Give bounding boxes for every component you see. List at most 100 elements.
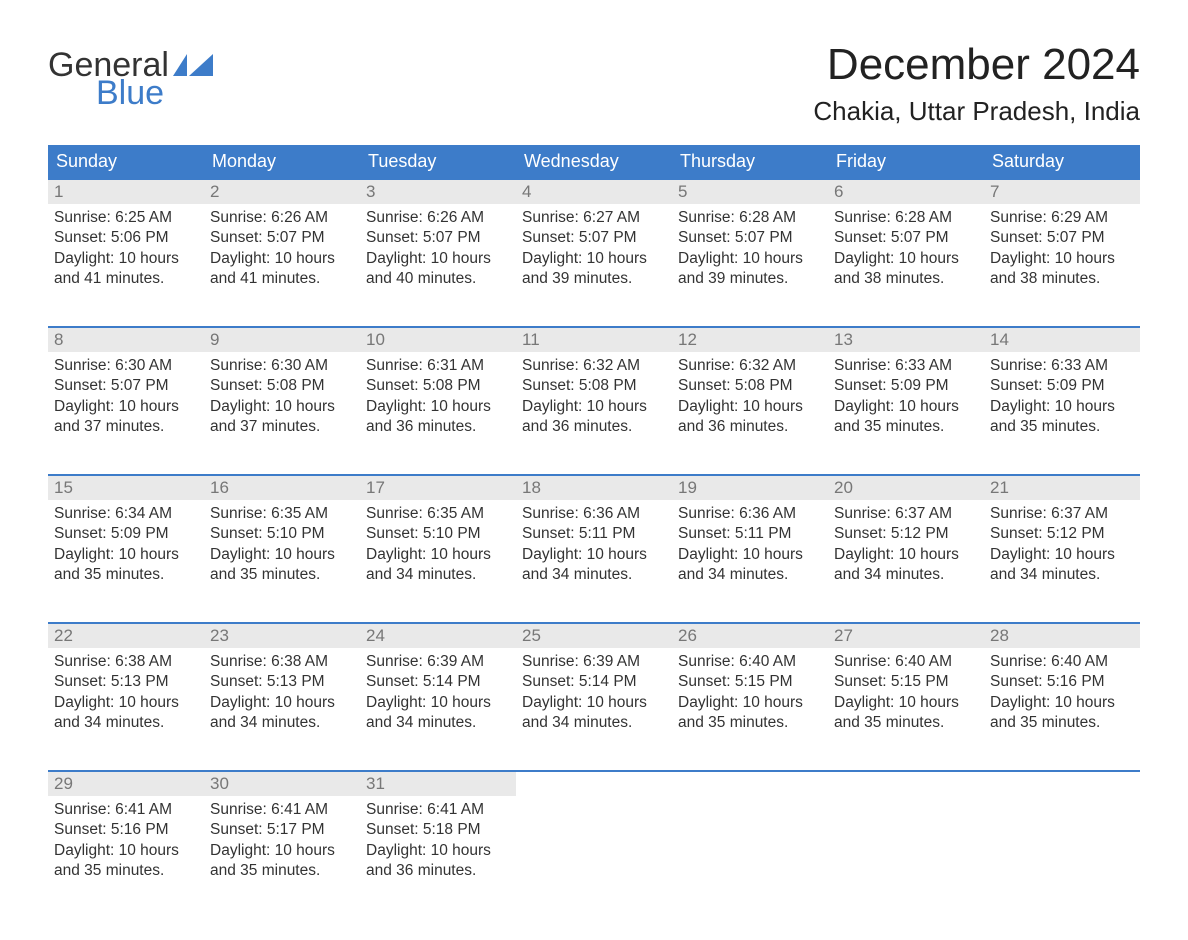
day-cell: 23Sunrise: 6:38 AMSunset: 5:13 PMDayligh… [204, 624, 360, 752]
day-body: Sunrise: 6:32 AMSunset: 5:08 PMDaylight:… [516, 352, 672, 446]
weekday-header: Tuesday [360, 145, 516, 178]
sunrise-text: Sunrise: 6:40 AM [834, 652, 978, 672]
sunrise-text: Sunrise: 6:35 AM [210, 504, 354, 524]
day-body: Sunrise: 6:36 AMSunset: 5:11 PMDaylight:… [672, 500, 828, 594]
sunset-text: Sunset: 5:12 PM [834, 524, 978, 544]
day-cell: 1Sunrise: 6:25 AMSunset: 5:06 PMDaylight… [48, 180, 204, 308]
sunrise-text: Sunrise: 6:41 AM [210, 800, 354, 820]
daylight-text-line2: and 41 minutes. [54, 269, 198, 289]
day-body: Sunrise: 6:26 AMSunset: 5:07 PMDaylight:… [204, 204, 360, 298]
day-number: 8 [48, 328, 204, 352]
day-body: Sunrise: 6:41 AMSunset: 5:17 PMDaylight:… [204, 796, 360, 890]
sunset-text: Sunset: 5:11 PM [678, 524, 822, 544]
sunrise-text: Sunrise: 6:38 AM [54, 652, 198, 672]
daylight-text-line1: Daylight: 10 hours [834, 249, 978, 269]
daylight-text-line1: Daylight: 10 hours [54, 249, 198, 269]
calendar-grid: SundayMondayTuesdayWednesdayThursdayFrid… [48, 145, 1140, 900]
sunset-text: Sunset: 5:15 PM [678, 672, 822, 692]
day-body: Sunrise: 6:33 AMSunset: 5:09 PMDaylight:… [984, 352, 1140, 446]
weekday-header: Wednesday [516, 145, 672, 178]
day-cell: 10Sunrise: 6:31 AMSunset: 5:08 PMDayligh… [360, 328, 516, 456]
daylight-text-line2: and 40 minutes. [366, 269, 510, 289]
sunrise-text: Sunrise: 6:33 AM [834, 356, 978, 376]
daylight-text-line1: Daylight: 10 hours [990, 249, 1134, 269]
sunrise-text: Sunrise: 6:26 AM [210, 208, 354, 228]
day-body: Sunrise: 6:38 AMSunset: 5:13 PMDaylight:… [204, 648, 360, 742]
daylight-text-line1: Daylight: 10 hours [522, 249, 666, 269]
day-body: Sunrise: 6:39 AMSunset: 5:14 PMDaylight:… [516, 648, 672, 742]
sunrise-text: Sunrise: 6:28 AM [678, 208, 822, 228]
day-cell: 27Sunrise: 6:40 AMSunset: 5:15 PMDayligh… [828, 624, 984, 752]
day-number: 17 [360, 476, 516, 500]
daylight-text-line2: and 38 minutes. [834, 269, 978, 289]
day-cell: 3Sunrise: 6:26 AMSunset: 5:07 PMDaylight… [360, 180, 516, 308]
daylight-text-line2: and 34 minutes. [990, 565, 1134, 585]
sunset-text: Sunset: 5:08 PM [678, 376, 822, 396]
sunset-text: Sunset: 5:06 PM [54, 228, 198, 248]
day-body: Sunrise: 6:41 AMSunset: 5:18 PMDaylight:… [360, 796, 516, 890]
sunrise-text: Sunrise: 6:31 AM [366, 356, 510, 376]
daylight-text-line2: and 35 minutes. [54, 565, 198, 585]
location-subtitle: Chakia, Uttar Pradesh, India [813, 96, 1140, 127]
day-number: 18 [516, 476, 672, 500]
day-number: 10 [360, 328, 516, 352]
daylight-text-line2: and 35 minutes. [210, 861, 354, 881]
daylight-text-line2: and 35 minutes. [834, 417, 978, 437]
day-cell: 7Sunrise: 6:29 AMSunset: 5:07 PMDaylight… [984, 180, 1140, 308]
daylight-text-line2: and 35 minutes. [678, 713, 822, 733]
day-body: Sunrise: 6:41 AMSunset: 5:16 PMDaylight:… [48, 796, 204, 890]
day-cell: 9Sunrise: 6:30 AMSunset: 5:08 PMDaylight… [204, 328, 360, 456]
daylight-text-line1: Daylight: 10 hours [678, 545, 822, 565]
sunrise-text: Sunrise: 6:40 AM [678, 652, 822, 672]
empty-day-cell [984, 772, 1140, 900]
sunrise-text: Sunrise: 6:40 AM [990, 652, 1134, 672]
daylight-text-line2: and 37 minutes. [210, 417, 354, 437]
day-body: Sunrise: 6:33 AMSunset: 5:09 PMDaylight:… [828, 352, 984, 446]
sunset-text: Sunset: 5:18 PM [366, 820, 510, 840]
sunset-text: Sunset: 5:07 PM [990, 228, 1134, 248]
daylight-text-line2: and 35 minutes. [990, 417, 1134, 437]
day-cell: 30Sunrise: 6:41 AMSunset: 5:17 PMDayligh… [204, 772, 360, 900]
day-number: 20 [828, 476, 984, 500]
weekday-header: Sunday [48, 145, 204, 178]
daylight-text-line2: and 34 minutes. [834, 565, 978, 585]
weekday-header-row: SundayMondayTuesdayWednesdayThursdayFrid… [48, 145, 1140, 178]
day-body: Sunrise: 6:40 AMSunset: 5:16 PMDaylight:… [984, 648, 1140, 742]
week-row: 1Sunrise: 6:25 AMSunset: 5:06 PMDaylight… [48, 178, 1140, 308]
sunrise-text: Sunrise: 6:25 AM [54, 208, 198, 228]
day-number: 30 [204, 772, 360, 796]
daylight-text-line2: and 37 minutes. [54, 417, 198, 437]
day-number: 22 [48, 624, 204, 648]
daylight-text-line2: and 36 minutes. [522, 417, 666, 437]
sunset-text: Sunset: 5:16 PM [990, 672, 1134, 692]
daylight-text-line1: Daylight: 10 hours [366, 249, 510, 269]
daylight-text-line1: Daylight: 10 hours [834, 693, 978, 713]
weekday-header: Thursday [672, 145, 828, 178]
day-cell: 12Sunrise: 6:32 AMSunset: 5:08 PMDayligh… [672, 328, 828, 456]
sunset-text: Sunset: 5:10 PM [210, 524, 354, 544]
day-body: Sunrise: 6:40 AMSunset: 5:15 PMDaylight:… [672, 648, 828, 742]
daylight-text-line1: Daylight: 10 hours [990, 693, 1134, 713]
sunset-text: Sunset: 5:15 PM [834, 672, 978, 692]
sunset-text: Sunset: 5:17 PM [210, 820, 354, 840]
sunset-text: Sunset: 5:10 PM [366, 524, 510, 544]
day-cell: 11Sunrise: 6:32 AMSunset: 5:08 PMDayligh… [516, 328, 672, 456]
day-body: Sunrise: 6:36 AMSunset: 5:11 PMDaylight:… [516, 500, 672, 594]
sunset-text: Sunset: 5:12 PM [990, 524, 1134, 544]
day-number: 6 [828, 180, 984, 204]
day-body: Sunrise: 6:37 AMSunset: 5:12 PMDaylight:… [828, 500, 984, 594]
sunset-text: Sunset: 5:11 PM [522, 524, 666, 544]
daylight-text-line1: Daylight: 10 hours [366, 545, 510, 565]
daylight-text-line2: and 35 minutes. [210, 565, 354, 585]
daylight-text-line1: Daylight: 10 hours [678, 249, 822, 269]
daylight-text-line2: and 34 minutes. [678, 565, 822, 585]
sunrise-text: Sunrise: 6:34 AM [54, 504, 198, 524]
sunrise-text: Sunrise: 6:37 AM [834, 504, 978, 524]
day-number: 14 [984, 328, 1140, 352]
daylight-text-line1: Daylight: 10 hours [210, 545, 354, 565]
sunrise-text: Sunrise: 6:33 AM [990, 356, 1134, 376]
sunrise-text: Sunrise: 6:28 AM [834, 208, 978, 228]
flag-icon [173, 54, 213, 76]
day-cell: 28Sunrise: 6:40 AMSunset: 5:16 PMDayligh… [984, 624, 1140, 752]
sunrise-text: Sunrise: 6:41 AM [366, 800, 510, 820]
